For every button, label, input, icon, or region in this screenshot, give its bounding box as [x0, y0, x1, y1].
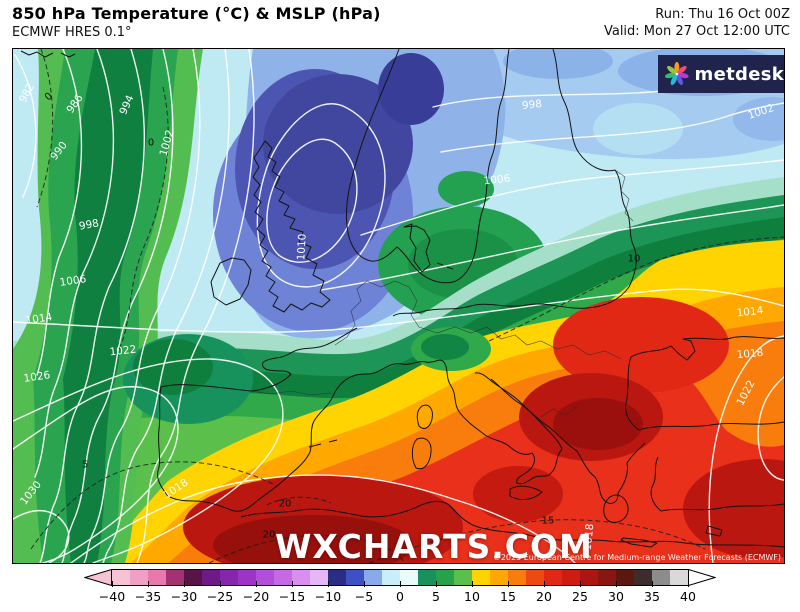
colorbar-segment: [652, 570, 670, 585]
colorbar-segment: [148, 570, 166, 585]
wxcharts-watermark: WXCHARTS.COM: [275, 527, 593, 566]
valid-time: Valid: Mon 27 Oct 12:00 UTC: [603, 24, 790, 39]
colorbar-tick-label: 40: [680, 589, 696, 604]
logo-petal: [677, 65, 687, 74]
colorbar-tick-label: 25: [572, 589, 588, 604]
colorbar-segment: [436, 570, 454, 585]
colorbar-segment: [562, 570, 580, 585]
isobar-lines: [13, 49, 784, 563]
colorbar-right-arrow: [688, 569, 716, 586]
colorbar-tick-label: 15: [500, 589, 516, 604]
colorbar-left-arrow: [84, 569, 112, 586]
colorbar-segment: [184, 570, 202, 585]
colorbar-tick-label: 5: [432, 589, 440, 604]
colorbar-segment: [598, 570, 616, 585]
metdesk-logo: metdesk: [658, 55, 784, 93]
colorbar-segment: [382, 570, 400, 585]
colorbar-segment: [418, 570, 436, 585]
colorbar-tickmark: [688, 581, 689, 587]
colorbar-segment: [328, 570, 346, 585]
colorbar-tick-label: 35: [644, 589, 660, 604]
colorbar-tickmark: [256, 581, 257, 587]
colorbar-tickmark: [112, 581, 113, 587]
colorbar-segment: [166, 570, 184, 585]
colorbar-segment: [238, 570, 256, 585]
metdesk-logo-text: metdesk: [694, 63, 784, 85]
colorbar-segment: [364, 570, 382, 585]
temperature-colorbar: −40 −35 −30 −25 −20 −15 −10 −5 0 5 10 15 20 25 30 35 40: [84, 569, 716, 609]
colorbar-segment: [454, 570, 472, 585]
colorbar-tick-label: 10: [464, 589, 480, 604]
colorbar-tickmark: [364, 581, 365, 587]
model-subtitle: ECMWF HRES 0.1°: [12, 25, 132, 40]
colorbar-tickmark: [472, 581, 473, 587]
colorbar-segment: [220, 570, 238, 585]
colorbar-tick-label: −25: [206, 589, 234, 604]
logo-petal: [674, 61, 680, 73]
colorbar-tickmark: [508, 581, 509, 587]
colorbar-tickmark: [400, 581, 401, 587]
colorbar-segment: [256, 570, 274, 585]
colorbar-tick-label: 20: [536, 589, 552, 604]
colorbar-segment: [580, 570, 598, 585]
colorbar-tick-label: 30: [608, 589, 624, 604]
coastlines: [20, 49, 784, 548]
colorbar-segment: [400, 570, 418, 585]
colorbar-segment: [634, 570, 652, 585]
colorbar-tick-label: −10: [314, 589, 342, 604]
colorbar-segment: [526, 570, 544, 585]
colorbar-tick-label: −20: [242, 589, 270, 604]
colorbar-tick-label: 0: [396, 589, 404, 604]
colorbar-segment: [112, 570, 130, 585]
colorbar-tickmark: [328, 581, 329, 587]
colorbar-tickmark: [544, 581, 545, 587]
colorbar-tickmark: [220, 581, 221, 587]
colorbar-segment: [616, 570, 634, 585]
colorbar-tickmark: [292, 581, 293, 587]
country-borders: [250, 169, 634, 418]
atlantic-green-band: [13, 49, 203, 563]
colorbar-tick-label: −15: [278, 589, 306, 604]
colorbar-tickmark: [148, 581, 149, 587]
copyright-notice: ©2025 European Centre for Medium-range W…: [492, 553, 781, 562]
colorbar-segment: [292, 570, 310, 585]
logo-petal: [670, 74, 678, 86]
header-left: 850 hPa Temperature (°C) & MSLP (hPa) EC…: [12, 4, 381, 40]
temperature-contours: [30, 49, 784, 563]
colorbar-tick-label: −30: [170, 589, 198, 604]
logo-petal: [676, 74, 683, 86]
page-title: 850 hPa Temperature (°C) & MSLP (hPa): [12, 4, 381, 23]
colorbar-tickmark: [184, 581, 185, 587]
colorbar-segment: [508, 570, 526, 585]
colorbar-segment: [130, 570, 148, 585]
logo-petal: [667, 65, 677, 74]
map-graphic: [13, 49, 784, 563]
colorbar-tick-label: −40: [98, 589, 126, 604]
colorbar-tickmark: [436, 581, 437, 587]
logo-petal: [677, 72, 689, 79]
colorbar-tick-label: −5: [354, 589, 374, 604]
weather-map: 982 986 990 994 998 1002 998 1002 1006 1010 1006 10…: [12, 48, 785, 566]
colorbar-segment: [490, 570, 508, 585]
colorbar-segment: [472, 570, 490, 585]
colorbar-tickmark: [580, 581, 581, 587]
header-right: Run: Thu 16 Oct 00Z Valid: Mon 27 Oct 12…: [604, 6, 790, 40]
colorbar-segment: [274, 570, 292, 585]
colorbar-tickmark: [616, 581, 617, 587]
run-time: Run: Thu 16 Oct 00Z: [655, 7, 790, 22]
colorbar-segment: [202, 570, 220, 585]
colorbar-tickmark: [652, 581, 653, 587]
colorbar-segment: [310, 570, 328, 585]
metdesk-flower-icon: [664, 61, 689, 86]
colorbar-segment: [346, 570, 364, 585]
colorbar-segment: [544, 570, 562, 585]
logo-petal: [664, 72, 676, 79]
colorbar-segment: [670, 570, 688, 585]
colorbar-tick-label: −35: [134, 589, 162, 604]
